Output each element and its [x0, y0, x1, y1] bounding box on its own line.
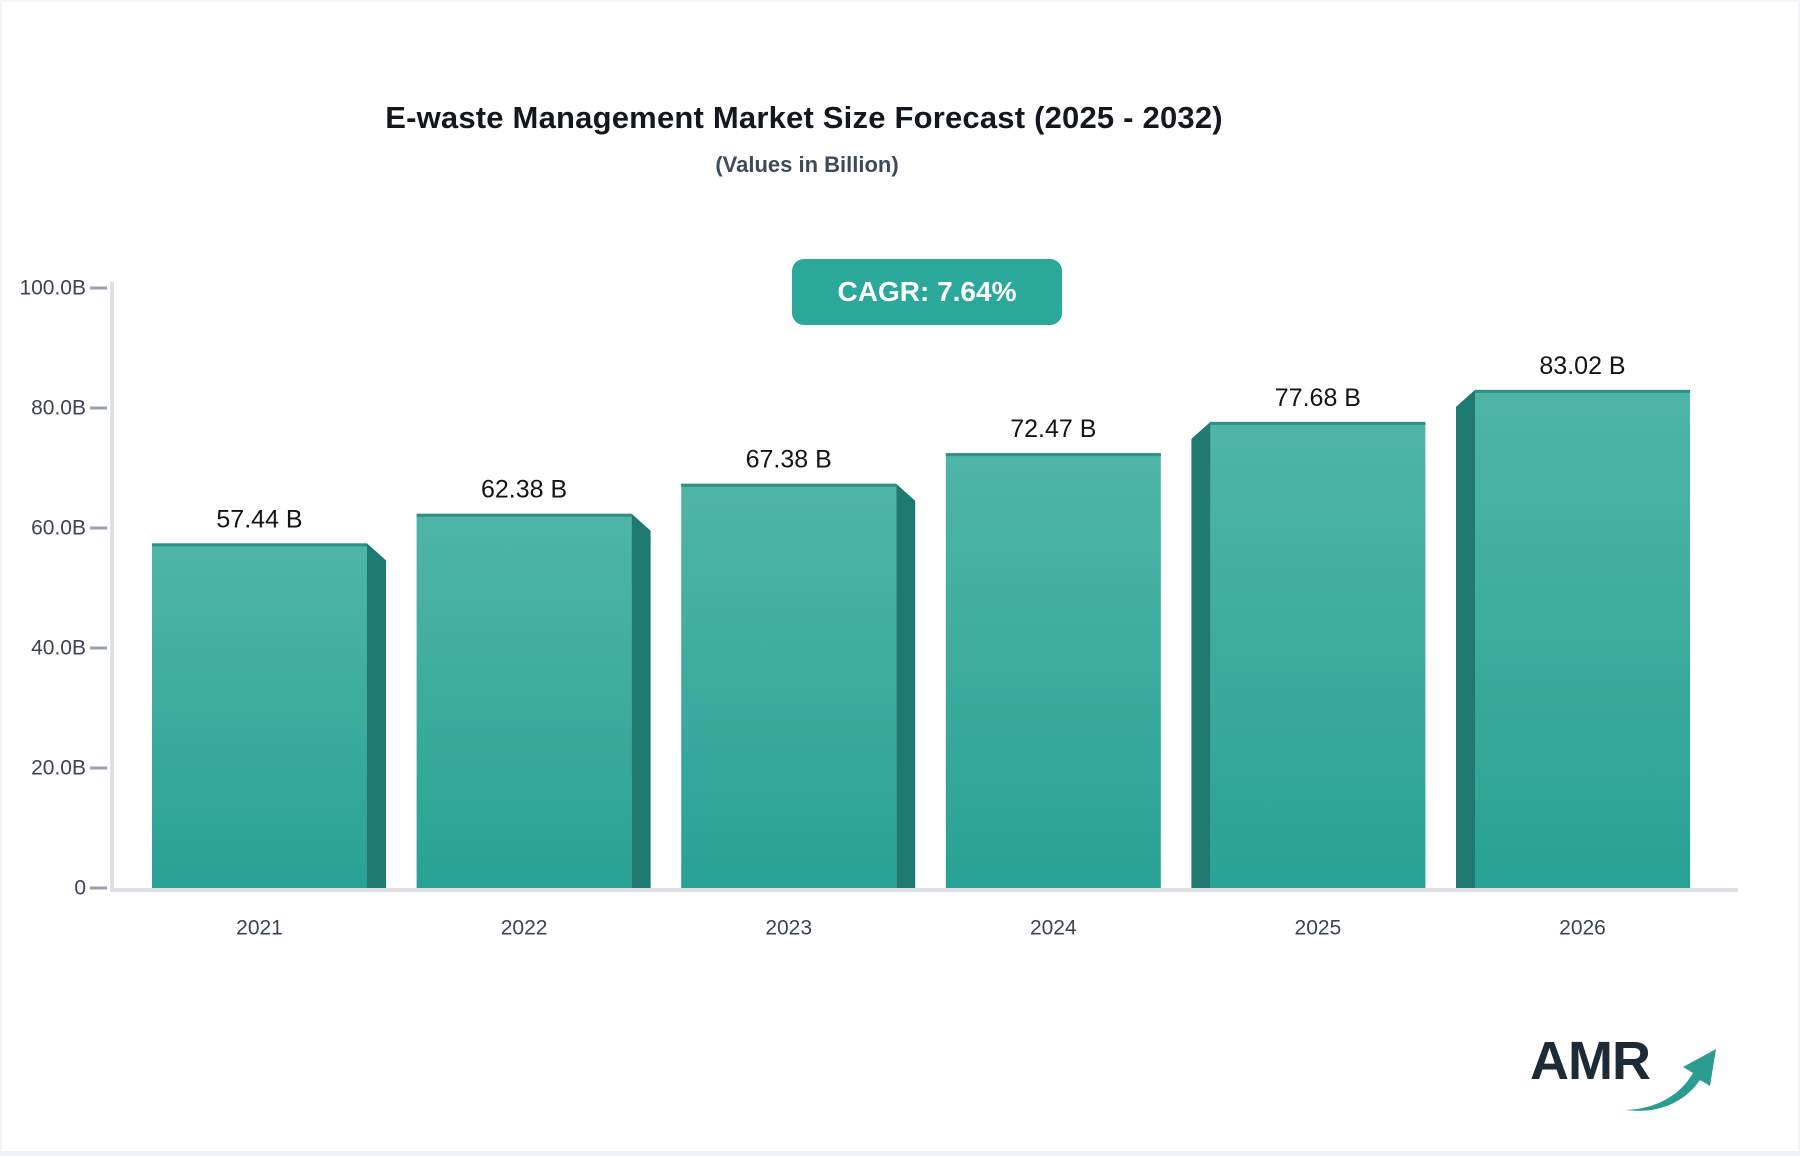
- bar-2026: 83.02 B 2026: [1456, 352, 1690, 940]
- bar-value-label: 57.44 B: [216, 505, 302, 533]
- y-tick-label: 60.0B: [31, 517, 86, 540]
- bar-value-label: 77.68 B: [1275, 384, 1361, 412]
- bar-side-face: [367, 543, 386, 888]
- bar-value-label: 67.38 B: [746, 446, 832, 474]
- x-axis-label: 2024: [1030, 917, 1077, 940]
- bar-front-face: [1475, 389, 1690, 888]
- x-axis-label: 2021: [236, 917, 283, 940]
- bar-2024: 72.47 B 2024: [945, 415, 1161, 940]
- x-axis-label: 2022: [501, 917, 548, 940]
- bar-side-face: [1191, 421, 1211, 888]
- y-tick-label: 100.0B: [19, 277, 86, 300]
- amr-logo: AMR: [1530, 1030, 1730, 1120]
- bar-2025: 77.68 B 2025: [1191, 384, 1426, 940]
- y-tick-label: 0: [74, 877, 86, 900]
- bar-front-face: [416, 513, 632, 888]
- chart-title: E-waste Management Market Size Forecast …: [385, 100, 1223, 135]
- y-axis-line: [110, 282, 114, 892]
- growth-arrow-icon: [1626, 1049, 1716, 1111]
- y-tick-label: 20.0B: [31, 757, 86, 780]
- x-axis-label: 2026: [1559, 917, 1606, 940]
- x-axis-label: 2025: [1295, 917, 1342, 940]
- bar-value-label: 83.02 B: [1539, 352, 1625, 380]
- y-tick-label: 80.0B: [31, 397, 86, 420]
- x-axis-line: [110, 888, 1738, 892]
- bar-side-face: [896, 483, 916, 888]
- chart-axes: 0 20.0B 40.0B 60.0B 80.0B 100.0B: [19, 277, 1738, 900]
- bar-front-face: [1210, 421, 1426, 888]
- chart-subtitle: (Values in Billion): [715, 152, 899, 177]
- bar-value-label: 62.38 B: [481, 476, 567, 504]
- bar-side-face: [1456, 389, 1475, 888]
- bar-value-label: 72.47 B: [1010, 415, 1096, 443]
- bar-2021: 57.44 B 2021: [152, 505, 386, 940]
- bar-front-face: [152, 543, 367, 888]
- chart-bars: 57.44 B 2021 62.38 B 2022 67.38 B 2023 72.47 B…: [152, 352, 1690, 940]
- bar-front-face: [945, 453, 1161, 888]
- bar-front-face: [681, 483, 897, 888]
- bar-side-face: [631, 513, 651, 888]
- bar-2023: 67.38 B 2023: [681, 446, 916, 940]
- x-axis-label: 2023: [765, 917, 812, 940]
- cagr-badge-label: CAGR: 7.64%: [837, 276, 1017, 307]
- amr-logo-text: AMR: [1530, 1031, 1651, 1091]
- cagr-badge: CAGR: 7.64%: [792, 259, 1062, 325]
- y-tick-label: 40.0B: [31, 637, 86, 660]
- bar-2022: 62.38 B 2022: [416, 476, 651, 940]
